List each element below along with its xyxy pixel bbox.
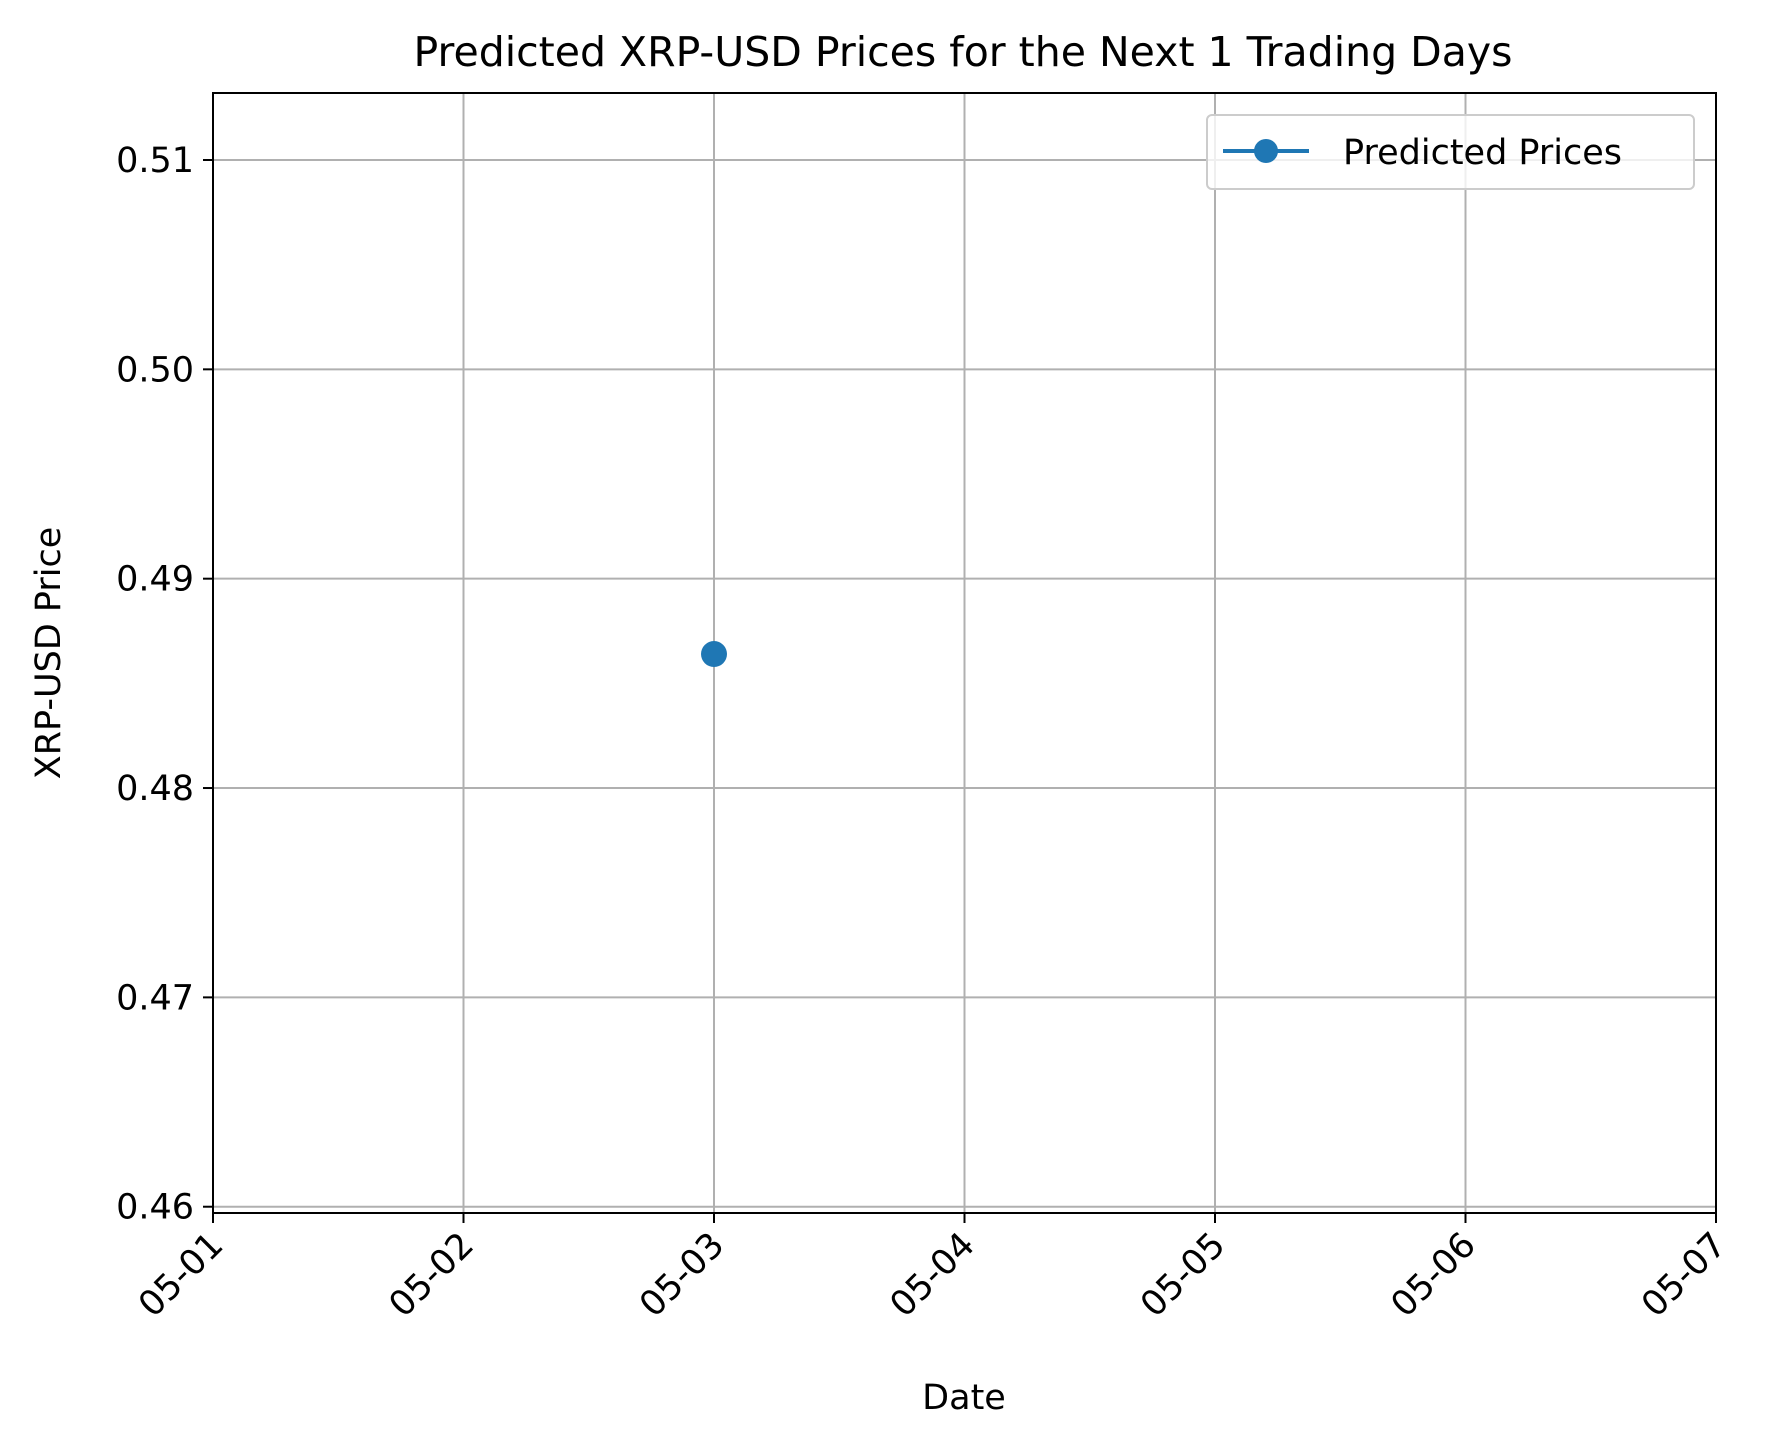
- legend-label: Predicted Prices: [1343, 133, 1622, 173]
- legend: Predicted Prices: [1206, 114, 1695, 190]
- y-tick-label: 0.48: [116, 769, 194, 809]
- chart-title: Predicted XRP-USD Prices for the Next 1 …: [414, 28, 1513, 76]
- plot-frame: [212, 92, 1717, 1214]
- legend-marker-swatch: [1254, 139, 1278, 163]
- legend-box: [1206, 114, 1695, 190]
- y-tick-label: 0.51: [116, 141, 194, 181]
- y-tick-label: 0.50: [116, 350, 194, 390]
- y-tick-label: 0.46: [116, 1188, 194, 1228]
- x-axis-label: Date: [922, 1378, 1006, 1418]
- data-point: [701, 641, 727, 668]
- y-tick-label: 0.49: [116, 560, 194, 600]
- y-axis-label: XRP-USD Price: [29, 527, 69, 780]
- series-layer: [701, 641, 727, 668]
- y-tick-label: 0.47: [116, 978, 194, 1018]
